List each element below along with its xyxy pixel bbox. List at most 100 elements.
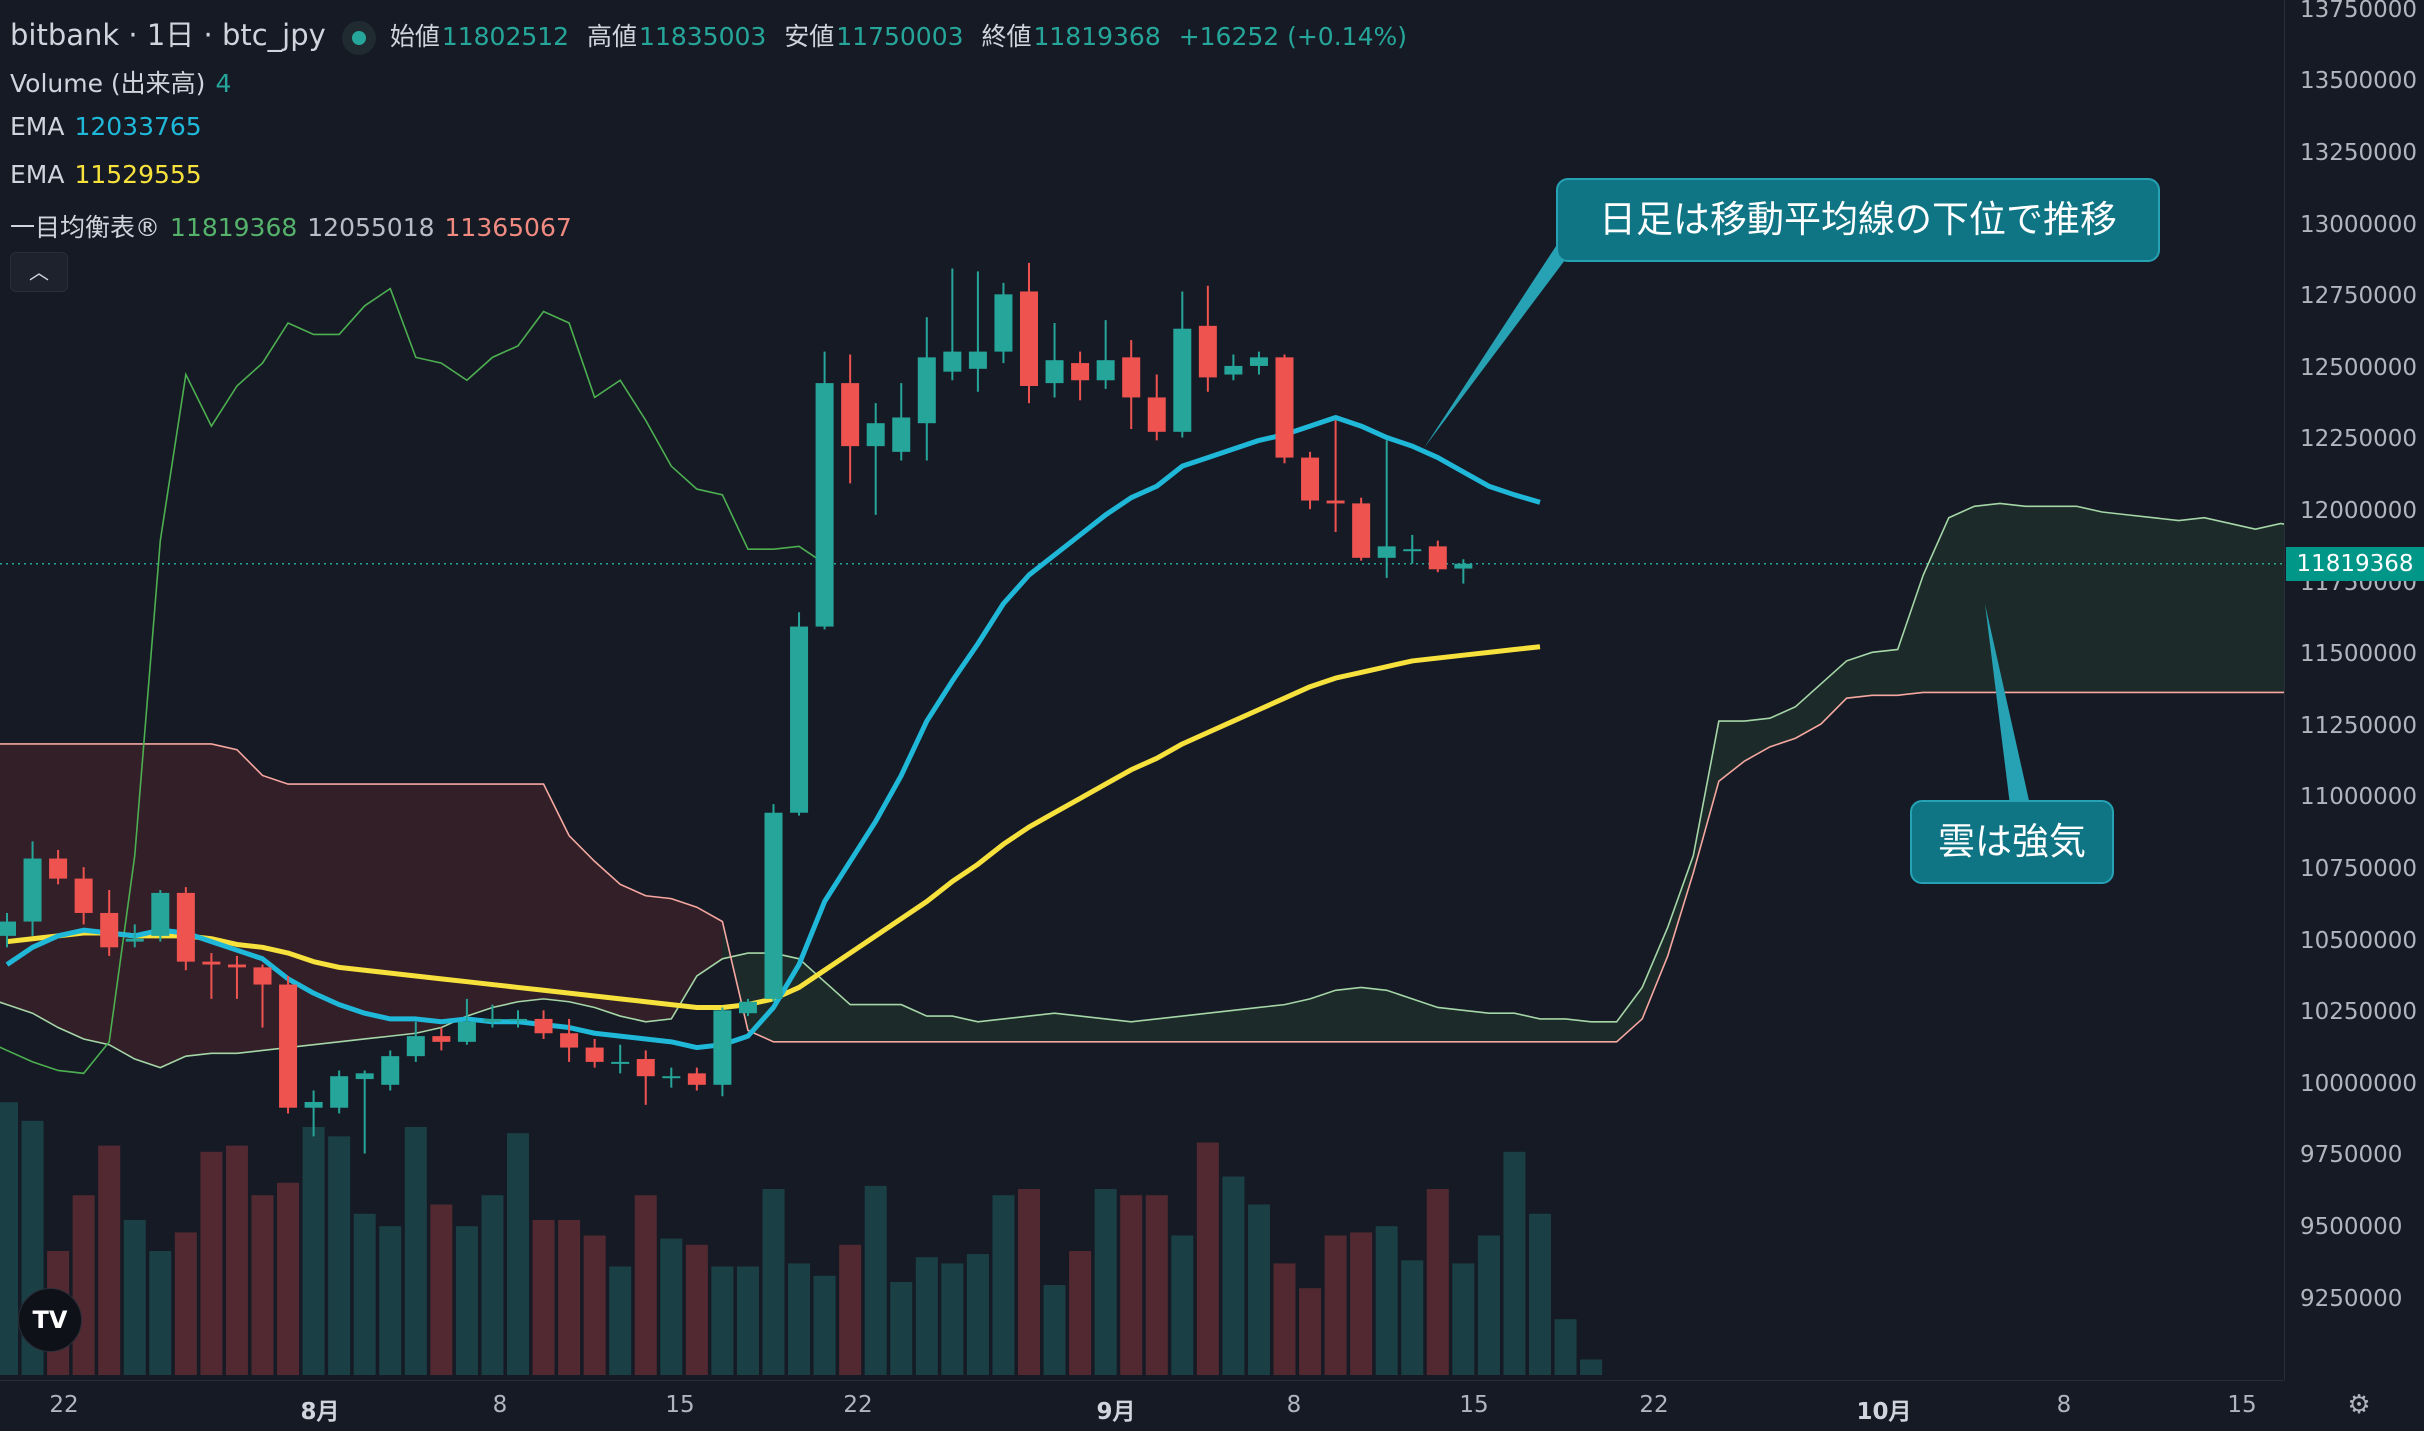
volume-bar xyxy=(225,1145,248,1375)
cloud-segment xyxy=(415,784,442,1034)
annotation-below-ma[interactable]: 日足は移動平均線の下位で推移 xyxy=(1556,178,2160,262)
volume-bar xyxy=(302,1127,325,1375)
price-tick-label: 13000000 xyxy=(2300,211,2418,238)
cloud-segment xyxy=(926,1016,953,1042)
cloud-segment xyxy=(1667,855,1694,956)
cloud-segment xyxy=(1846,652,1873,699)
cloud-segment xyxy=(1795,683,1822,739)
annotation-pointer xyxy=(1424,240,1580,448)
volume-bar xyxy=(1299,1288,1322,1375)
cloud-segment xyxy=(32,743,59,1028)
price-tick-label: 12500000 xyxy=(2300,354,2418,381)
candle-body xyxy=(202,961,221,965)
time-axis[interactable] xyxy=(0,1380,2284,1431)
price-tick-label: 12250000 xyxy=(2300,426,2418,453)
cloud-segment xyxy=(952,1016,978,1042)
volume-bar xyxy=(1350,1232,1373,1375)
cloud-segment xyxy=(1386,990,1413,1042)
price-tick-label: 9750000 xyxy=(2300,1142,2403,1169)
ema-fast-label: EMA xyxy=(10,112,65,141)
price-tick-label: 9500000 xyxy=(2300,1214,2403,1240)
cloud-segment xyxy=(1642,927,1668,1019)
price-tick-label: 11000000 xyxy=(2300,784,2418,811)
volume-bar xyxy=(277,1182,300,1375)
volume-bar xyxy=(404,1127,427,1375)
price-axis[interactable] xyxy=(2284,0,2424,1380)
cloud-segment xyxy=(390,784,416,1037)
candle-body xyxy=(968,351,987,369)
candle-body xyxy=(406,1036,425,1057)
cloud-segment xyxy=(313,784,340,1045)
cloud-segment xyxy=(1207,1010,1234,1042)
cloud-segment xyxy=(1897,575,1924,696)
volume-bar xyxy=(660,1238,683,1375)
volume-bar xyxy=(1069,1251,1092,1375)
cloud-segment xyxy=(1258,1004,1285,1042)
ema-slow-legend[interactable]: EMA 11529555 xyxy=(10,160,212,189)
volume-bar xyxy=(430,1204,453,1375)
price-tick-label: 12000000 xyxy=(2300,498,2418,524)
volume-bar xyxy=(1529,1213,1551,1375)
cloud-segment xyxy=(1284,998,1311,1042)
volume-bar xyxy=(915,1257,938,1375)
market-status-icon[interactable] xyxy=(341,21,376,55)
collapse-legend-button[interactable]: ︿ xyxy=(10,252,68,292)
settings-icon[interactable]: ⚙ xyxy=(2347,1390,2371,1420)
volume-bar xyxy=(149,1251,172,1375)
cloud-segment xyxy=(1412,998,1438,1042)
cloud-segment xyxy=(977,1018,1004,1042)
cloud-segment xyxy=(1054,1013,1081,1042)
volume-bar xyxy=(455,1226,478,1375)
volume-bar xyxy=(1171,1235,1194,1375)
cloud-segment xyxy=(83,743,110,1045)
ichimoku-legend[interactable]: 一目均衡表® 11819368 12055018 11365067 xyxy=(10,208,582,244)
candle-body xyxy=(994,294,1013,352)
candle-body xyxy=(917,357,936,424)
volume-legend[interactable]: Volume (出来高) 4 xyxy=(10,64,241,100)
volume-bar xyxy=(839,1244,862,1375)
time-tick-label: 15 xyxy=(665,1392,695,1418)
volume-bar xyxy=(0,1102,18,1375)
candle-body xyxy=(636,1059,655,1077)
candle-body xyxy=(1096,360,1115,381)
ema-fast-legend[interactable]: EMA 12033765 xyxy=(10,112,212,141)
cloud-segment xyxy=(1693,721,1719,873)
candle-body xyxy=(330,1076,349,1108)
cloud-segment xyxy=(7,743,33,1014)
candle-body xyxy=(1173,328,1192,432)
ema-slow-value: 11529555 xyxy=(74,160,202,189)
annotation-cloud-bullish[interactable]: 雲は強気 xyxy=(1910,800,2114,884)
volume-bar xyxy=(711,1266,734,1375)
cloud-segment xyxy=(1591,1021,1617,1042)
time-tick-label: 8 xyxy=(492,1392,508,1418)
ema-fast-value: 12033765 xyxy=(74,112,202,141)
volume-bar xyxy=(1426,1189,1449,1375)
candle-body xyxy=(1198,325,1217,378)
volume-bar xyxy=(1043,1285,1066,1375)
current-price-tag: 11819368 xyxy=(2286,547,2424,581)
candle-body xyxy=(1071,363,1090,381)
cloud-segment xyxy=(1999,503,2026,693)
candle-body xyxy=(1301,457,1320,501)
volume-bar xyxy=(1375,1226,1398,1375)
cloud-segment xyxy=(1335,987,1362,1042)
symbol-title[interactable]: bitbank · 1日 · btc_jpy xyxy=(10,18,326,52)
volume-bar xyxy=(788,1263,811,1375)
volume-bar xyxy=(72,1195,95,1375)
cloud-segment xyxy=(850,1004,876,1042)
cloud-segment xyxy=(236,749,263,1054)
low-label: 安値 xyxy=(784,22,835,51)
price-tick-label: 12750000 xyxy=(2300,283,2418,310)
candle-body xyxy=(100,912,119,948)
ichimoku-span-a xyxy=(0,502,2284,1069)
cloud-segment xyxy=(671,898,697,1019)
cloud-segment xyxy=(569,835,595,1008)
tradingview-logo-icon[interactable]: TV xyxy=(18,1288,82,1352)
cloud-segment xyxy=(1156,1016,1183,1042)
cloud-segment xyxy=(2204,517,2230,693)
time-tick-label: 15 xyxy=(1459,1392,1489,1418)
ichimoku-chikou-line xyxy=(0,287,826,1075)
candle-body xyxy=(1147,397,1166,432)
price-chart[interactable] xyxy=(0,0,2284,1380)
ichimoku-value-3: 11365067 xyxy=(444,213,572,242)
